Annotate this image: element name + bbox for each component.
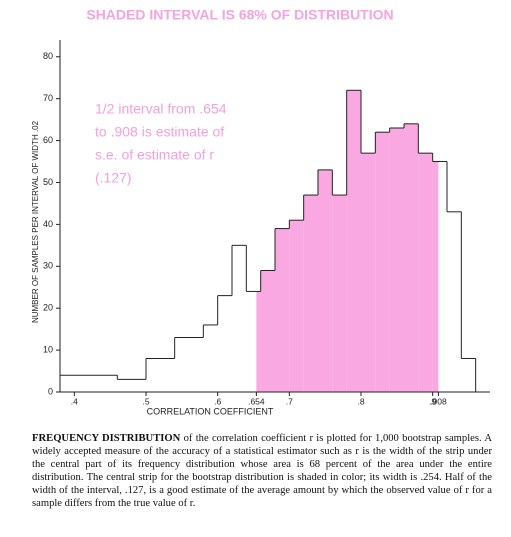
x-tick-label: .7 [286,396,293,406]
x-tick-label: .908 [430,396,447,406]
y-tick-label: 80 [43,51,53,61]
y-tick-label: 70 [43,93,53,103]
x-tick-label: .5 [142,396,149,406]
annotation: 1/2 interval from .654 [95,101,227,117]
annotation: s.e. of estimate of r [95,147,214,163]
bar [447,212,461,392]
shaded-bar [432,161,439,392]
bar [60,375,117,392]
bar [146,358,175,392]
caption-text: of the correlation coefficient r is plot… [32,433,492,509]
shaded-bar [303,195,318,392]
x-axis-label: CORRELATION COEFFICIENT [147,406,274,416]
x-tick-label: .6 [214,396,221,406]
bar [117,379,146,392]
y-tick-label: 20 [43,303,53,313]
y-tick-label: 40 [43,219,53,229]
chart: SHADED INTERVAL IS 68% OF DISTRIBUTION C… [31,7,490,416]
annotation: to .908 is estimate of [95,124,224,140]
shaded-bar [389,128,404,392]
shaded-bar [346,90,361,393]
x-tick-label: .9 [429,396,436,406]
shaded-bar [275,228,290,392]
shaded-bar [260,270,275,392]
caption: FREQUENCY DISTRIBUTION of the correlatio… [32,432,492,510]
shaded-bar [418,153,433,392]
bar [461,358,475,392]
bar [232,245,246,392]
shaded-bar [332,195,347,392]
shaded-bar [289,220,304,392]
y-tick-label: 50 [43,177,53,187]
x-tick-label: .4 [71,396,78,406]
bar [203,325,217,392]
annotation: (.127) [95,170,132,186]
y-tick-label: 30 [43,261,53,271]
bar [175,338,204,392]
y-tick-label: 60 [43,135,53,145]
bar [218,296,232,392]
y-axis-label: NUMBER OF SAMPLES PER INTERVAL OF WIDTH … [31,120,40,323]
caption-lead: FREQUENCY DISTRIBUTION [32,433,181,444]
shaded-bar [318,169,333,392]
chart-title: SHADED INTERVAL IS 68% OF DISTRIBUTION [86,7,393,23]
shaded-bar [256,291,261,392]
y-tick-label: 0 [48,386,53,396]
shaded-bar [375,132,390,392]
shaded-bar [404,123,419,393]
shaded-bar [361,153,376,392]
x-tick-label: .654 [248,396,265,406]
y-tick-label: 10 [43,344,53,354]
x-tick-label: .8 [357,396,364,406]
